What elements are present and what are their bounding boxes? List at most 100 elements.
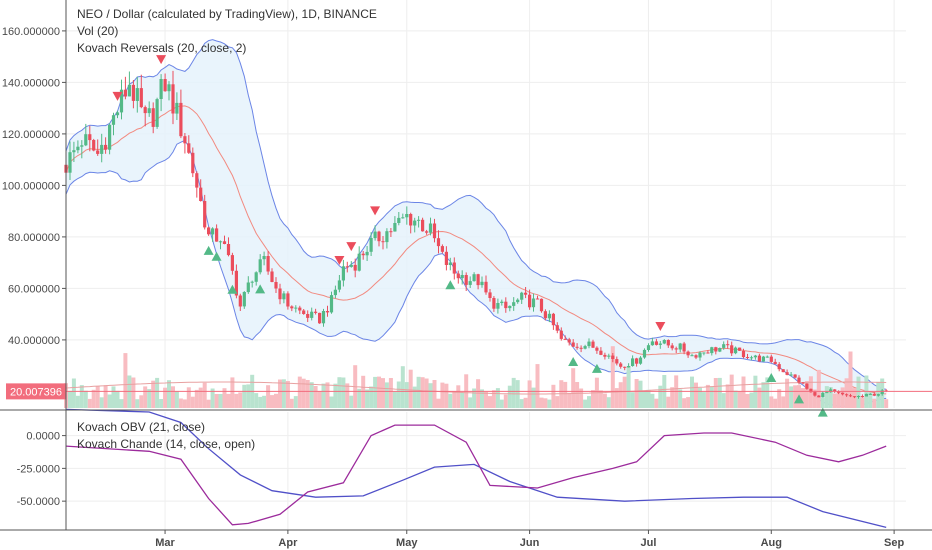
candle-body xyxy=(868,393,872,395)
chande-line xyxy=(65,424,887,526)
volume-bar xyxy=(488,396,492,408)
volume-bar xyxy=(820,398,825,408)
volume-bar xyxy=(761,382,766,408)
volume-bar xyxy=(456,385,461,408)
candle-body xyxy=(389,231,393,233)
candle-body xyxy=(833,389,837,392)
candle-body xyxy=(571,342,575,347)
volume-bar xyxy=(222,388,227,408)
volume-bar xyxy=(365,389,370,408)
volume-bar xyxy=(523,397,528,408)
volume-bar xyxy=(329,396,334,408)
candle-body xyxy=(730,345,734,354)
candle-body xyxy=(476,274,480,286)
candle-body xyxy=(234,270,238,296)
buy-signal-marker xyxy=(568,357,579,367)
candle-body xyxy=(183,136,187,144)
candle-body xyxy=(369,238,373,252)
candle-body xyxy=(785,372,789,375)
candle-body xyxy=(222,241,227,244)
volume-bar xyxy=(357,388,362,408)
candle-body xyxy=(436,238,441,247)
candle-body xyxy=(163,79,167,92)
candle-body xyxy=(619,363,623,367)
candle-body xyxy=(761,356,765,362)
candle-body xyxy=(321,311,326,324)
y-tick-label: 80.000000 xyxy=(8,232,60,244)
candle-body xyxy=(464,275,468,285)
candle-body xyxy=(504,301,508,309)
lower-y-tick-label: -50.0000 xyxy=(17,496,60,508)
volume-bar xyxy=(369,386,374,408)
volume-bar xyxy=(698,387,702,408)
candle-body xyxy=(230,255,234,271)
candle-body xyxy=(631,358,635,366)
candle-body xyxy=(215,228,219,242)
volume-bar xyxy=(816,369,821,408)
candle-body xyxy=(270,271,274,282)
candle-body xyxy=(171,84,175,114)
candle-body xyxy=(845,394,849,396)
volume-bar xyxy=(634,379,639,408)
candle-body xyxy=(361,253,365,256)
candle-body xyxy=(781,369,785,373)
candle-body xyxy=(583,346,587,349)
candle-body xyxy=(282,293,286,300)
candle-body xyxy=(520,292,524,300)
sell-signal-marker xyxy=(655,322,666,332)
candle-body xyxy=(702,352,706,354)
candle-body xyxy=(722,344,726,348)
candle-body xyxy=(349,264,353,267)
candle-body xyxy=(599,350,603,355)
volume-bar xyxy=(333,383,338,408)
volume-bar xyxy=(190,396,195,408)
candle-body xyxy=(448,262,452,265)
candle-body xyxy=(167,84,171,92)
candle-body xyxy=(314,311,318,313)
volume-bar xyxy=(626,366,631,408)
volume-bar xyxy=(309,382,314,408)
candle-body xyxy=(187,143,191,153)
volume-bar xyxy=(87,398,92,408)
volume-bar xyxy=(844,378,849,408)
volume-bar xyxy=(242,384,247,408)
volume-bar xyxy=(388,378,393,408)
volume-bar xyxy=(281,379,286,408)
volume-bar xyxy=(468,397,473,408)
candle-body xyxy=(500,301,504,303)
candle-body xyxy=(773,361,777,365)
volume-bar xyxy=(123,353,128,408)
candle-body xyxy=(452,262,456,274)
candle-body xyxy=(734,347,738,354)
candle-body xyxy=(484,281,488,293)
buy-signal-marker xyxy=(255,284,266,294)
candle-body xyxy=(111,115,116,125)
main-legend: NEO / Dollar (calculated by TradingView)… xyxy=(77,6,377,57)
volume-bar xyxy=(452,391,457,408)
band-upper-line xyxy=(65,39,887,390)
volume-bar xyxy=(745,394,750,408)
lower-legend: Kovach OBV (21, close) Kovach Chande (14… xyxy=(77,419,255,453)
volume-bar xyxy=(567,392,572,408)
candle-body xyxy=(801,382,805,384)
y-tick-label: 40.000000 xyxy=(8,335,60,347)
candle-body xyxy=(860,396,864,397)
volume-bar xyxy=(246,384,251,408)
candle-body xyxy=(579,347,583,349)
x-tick-label: Sep xyxy=(884,537,904,549)
volume-bar xyxy=(769,396,774,408)
candle-body xyxy=(817,395,821,398)
volume-bar xyxy=(107,394,112,408)
volume-bar xyxy=(713,378,718,408)
candle-body xyxy=(96,150,100,154)
candle-body xyxy=(147,108,151,114)
candle-body xyxy=(76,146,80,151)
volume-bar xyxy=(155,377,160,408)
candle-body xyxy=(250,281,254,283)
candle-body xyxy=(777,364,781,370)
volume-bar xyxy=(709,386,714,408)
volume-bar xyxy=(856,376,861,408)
candle-body xyxy=(428,223,433,233)
candle-body xyxy=(694,355,698,358)
